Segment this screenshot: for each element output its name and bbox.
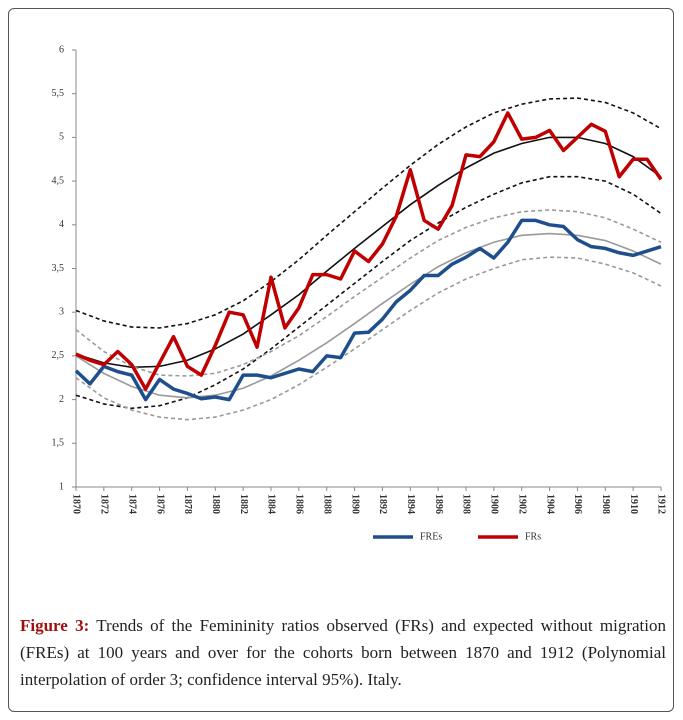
- x-tick-label: 1894: [405, 494, 416, 514]
- caption-label: Figure 3:: [20, 616, 90, 635]
- caption: Figure 3: Trends of the Femininity ratio…: [20, 612, 666, 693]
- figure-frame: [8, 8, 674, 712]
- x-tick-label: 1872: [99, 494, 110, 514]
- y-tick-label: 2,5: [52, 350, 65, 361]
- x-tick-label: 1886: [294, 494, 305, 514]
- legend-label: FREs: [420, 531, 442, 542]
- x-tick-label: 1882: [238, 494, 249, 514]
- y-tick-label: 5,5: [52, 88, 65, 99]
- x-tick-label: 1904: [544, 494, 555, 514]
- y-tick-label: 4,5: [52, 175, 65, 186]
- trend-line: [75, 136, 662, 369]
- y-tick-label: 4: [59, 219, 64, 230]
- y-tick-label: 2: [59, 394, 64, 405]
- y-tick-label: 5: [59, 132, 64, 143]
- y-tick-label: 1,5: [52, 438, 65, 449]
- x-tick-label: 1912: [656, 494, 667, 514]
- legend-label: FRs: [525, 531, 541, 542]
- trend-line: [75, 256, 662, 421]
- x-tick-label: 1870: [71, 494, 82, 514]
- x-tick-label: 1876: [154, 494, 165, 514]
- x-tick-label: 1908: [600, 494, 611, 514]
- x-tick-label: 1900: [489, 494, 500, 514]
- x-tick-label: 1878: [182, 494, 193, 514]
- x-tick-label: 1906: [572, 494, 583, 514]
- trend-line: [75, 209, 662, 377]
- data-line: [75, 111, 663, 391]
- x-tick-label: 1880: [210, 494, 221, 514]
- x-tick-label: 1884: [266, 494, 277, 514]
- x-tick-label: 1888: [321, 494, 332, 514]
- x-tick-label: 1910: [628, 494, 639, 514]
- x-tick-label: 1874: [126, 494, 137, 514]
- x-tick-label: 1890: [349, 494, 360, 514]
- y-tick-label: 1: [59, 481, 64, 492]
- caption-text: Trends of the Femininity ratios observed…: [20, 616, 666, 689]
- x-tick-label: 1902: [516, 494, 527, 514]
- trend-line: [75, 175, 662, 410]
- chart: 1 1,5 2 2,5 3 3,5 4 4,5 5 5,5 6 1870 1872 1874 1876 187…: [52, 44, 667, 542]
- trend-line: [75, 232, 662, 399]
- x-tick-label: 1892: [377, 494, 388, 514]
- trend-line: [75, 97, 662, 329]
- x-tick-label: 1898: [461, 494, 472, 514]
- data-line: [74, 218, 662, 402]
- y-tick-label: 3,5: [52, 263, 65, 274]
- y-tick-label: 6: [59, 44, 64, 55]
- y-tick-label: 3: [59, 306, 64, 317]
- x-tick-label: 1896: [433, 494, 444, 514]
